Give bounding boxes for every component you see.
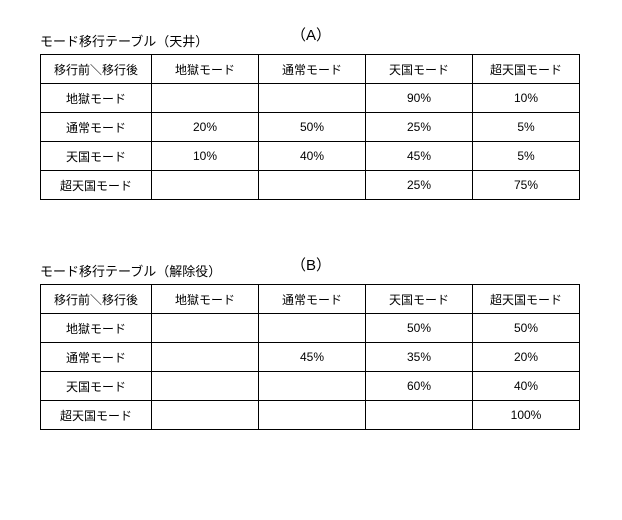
section-header: モード移行テーブル（天井）（A） — [40, 30, 582, 50]
table-caption: モード移行テーブル（天井） — [40, 31, 208, 50]
table-cell: 50% — [259, 113, 366, 142]
column-header: 地獄モード — [152, 285, 259, 314]
table-cell: 10% — [473, 84, 580, 113]
table-header-row: 移行前＼移行後地獄モード通常モード天国モード超天国モード — [41, 285, 580, 314]
table-cell — [152, 171, 259, 200]
table-row: 地獄モード 90%10% — [41, 84, 580, 113]
table-cell: 75% — [473, 171, 580, 200]
row-header: 地獄モード — [41, 84, 152, 113]
table-cell: 20% — [473, 343, 580, 372]
table-cell — [259, 401, 366, 430]
table-cell — [152, 314, 259, 343]
column-header: 超天国モード — [473, 285, 580, 314]
table-cell: 5% — [473, 113, 580, 142]
table-cell — [259, 314, 366, 343]
table-cell — [366, 401, 473, 430]
row-header: 天国モード — [41, 142, 152, 171]
table-cell: 45% — [259, 343, 366, 372]
column-header: 移行前＼移行後 — [41, 55, 152, 84]
table-row: 通常モード20%50%25%5% — [41, 113, 580, 142]
row-header: 通常モード — [41, 343, 152, 372]
mode-transition-table: 移行前＼移行後地獄モード通常モード天国モード超天国モード地獄モード90%10%通… — [40, 54, 580, 200]
table-row: 通常モード 45%35%20% — [41, 343, 580, 372]
table-cell: 10% — [152, 142, 259, 171]
row-header: 超天国モード — [41, 171, 152, 200]
table-cell — [152, 343, 259, 372]
table-row: 天国モード10%40%45%5% — [41, 142, 580, 171]
column-header: 地獄モード — [152, 55, 259, 84]
table-cell: 40% — [473, 372, 580, 401]
table-cell: 25% — [366, 113, 473, 142]
table-row: 超天国モード 100% — [41, 401, 580, 430]
table-letter: （B） — [291, 254, 331, 275]
table-cell — [259, 372, 366, 401]
table-cell: 25% — [366, 171, 473, 200]
row-header: 通常モード — [41, 113, 152, 142]
table-letter: （A） — [291, 24, 331, 45]
column-header: 移行前＼移行後 — [41, 285, 152, 314]
table-cell — [152, 401, 259, 430]
table-row: 地獄モード 50%50% — [41, 314, 580, 343]
table-row: 天国モード 60%40% — [41, 372, 580, 401]
column-header: 天国モード — [366, 285, 473, 314]
table-cell — [152, 372, 259, 401]
column-header: 通常モード — [259, 285, 366, 314]
row-header: 天国モード — [41, 372, 152, 401]
table-cell: 90% — [366, 84, 473, 113]
table-cell: 100% — [473, 401, 580, 430]
table-cell: 35% — [366, 343, 473, 372]
table-cell: 50% — [366, 314, 473, 343]
row-header: 地獄モード — [41, 314, 152, 343]
table-cell: 40% — [259, 142, 366, 171]
table-cell: 5% — [473, 142, 580, 171]
table-section-0: モード移行テーブル（天井）（A）移行前＼移行後地獄モード通常モード天国モード超天… — [40, 30, 582, 200]
column-header: 天国モード — [366, 55, 473, 84]
table-cell: 50% — [473, 314, 580, 343]
column-header: 超天国モード — [473, 55, 580, 84]
table-cell — [259, 171, 366, 200]
table-cell: 60% — [366, 372, 473, 401]
table-cell: 20% — [152, 113, 259, 142]
table-header-row: 移行前＼移行後地獄モード通常モード天国モード超天国モード — [41, 55, 580, 84]
table-cell — [259, 84, 366, 113]
column-header: 通常モード — [259, 55, 366, 84]
row-header: 超天国モード — [41, 401, 152, 430]
mode-transition-table: 移行前＼移行後地獄モード通常モード天国モード超天国モード地獄モード50%50%通… — [40, 284, 580, 430]
table-cell: 45% — [366, 142, 473, 171]
table-cell — [152, 84, 259, 113]
table-caption: モード移行テーブル（解除役） — [40, 261, 221, 280]
section-header: モード移行テーブル（解除役）（B） — [40, 260, 582, 280]
table-section-1: モード移行テーブル（解除役）（B）移行前＼移行後地獄モード通常モード天国モード超… — [40, 260, 582, 430]
table-row: 超天国モード 25%75% — [41, 171, 580, 200]
